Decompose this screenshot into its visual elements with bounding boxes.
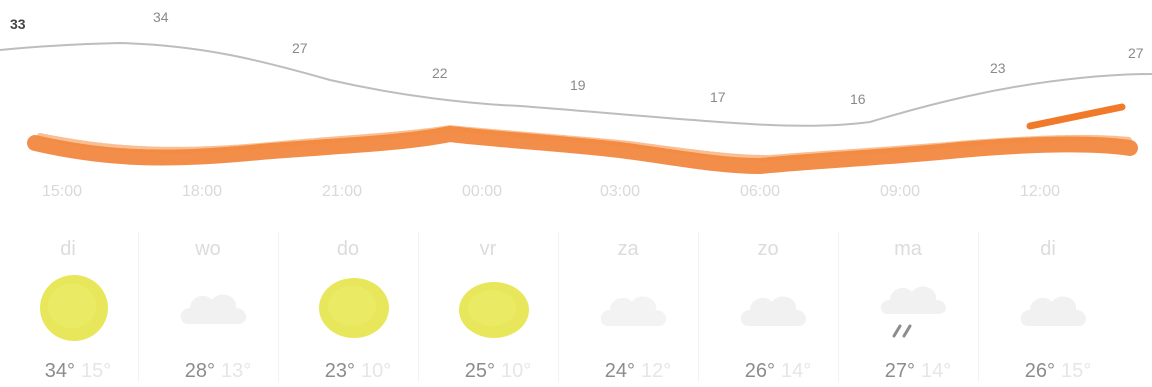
cloud-rain-icon <box>880 286 947 338</box>
cloud-icon <box>740 296 807 326</box>
day-forecast[interactable]: zo 26° 14° <box>708 232 828 387</box>
day-forecast[interactable]: di 26° 15° <box>988 232 1108 387</box>
day-max-temp: 26° <box>744 360 775 382</box>
hourly-temp-label: 23 <box>990 60 1006 76</box>
day-name: do <box>336 238 360 260</box>
day-min-temp: 12° <box>641 360 672 382</box>
sun-icon <box>459 282 529 338</box>
day-min-temp: 15° <box>1061 360 1092 382</box>
hourly-time-label: 06:00 <box>740 183 780 200</box>
day-forecast[interactable]: do 23° 10° <box>288 232 408 387</box>
hourly-temp-label: 27 <box>1128 45 1144 61</box>
daily-forecast: di 34° 15° wo 28° 13° do 23° 10° vr <box>0 232 1152 387</box>
day-min-temp: 13° <box>221 360 252 382</box>
day-name: wo <box>195 238 221 260</box>
sun-icon <box>40 275 108 341</box>
day-min-temp: 14° <box>781 360 812 382</box>
day-divider <box>278 232 279 382</box>
precipitation-band-texture <box>37 124 1133 162</box>
day-max-temp: 25° <box>464 360 495 382</box>
hourly-temp-label: 27 <box>292 40 308 56</box>
day-temperatures: 26° 15° <box>988 360 1128 383</box>
temperature-line <box>0 41 1152 127</box>
cloud-icon <box>1020 296 1087 326</box>
day-forecast[interactable]: za 24° 12° <box>568 232 688 387</box>
hourly-time-label: 12:00 <box>1020 183 1060 200</box>
day-max-temp: 26° <box>1024 360 1055 382</box>
day-min-temp: 10° <box>361 360 392 382</box>
day-divider <box>698 232 699 382</box>
hourly-time-label: 18:00 <box>182 183 222 200</box>
day-divider <box>558 232 559 382</box>
day-max-temp: 23° <box>324 360 355 382</box>
day-min-temp: 14° <box>921 360 952 382</box>
day-forecast[interactable]: di 34° 15° <box>8 232 128 387</box>
hourly-time-label: 03:00 <box>600 183 640 200</box>
day-forecast[interactable]: vr 25° 10° <box>428 232 548 387</box>
day-temperatures: 23° 10° <box>288 360 428 383</box>
hourly-temp-label: 34 <box>153 9 169 25</box>
day-name: vr <box>479 238 497 260</box>
hourly-temp-label: 19 <box>570 77 586 93</box>
hourly-time-label: 15:00 <box>42 183 82 200</box>
day-temperatures: 26° 14° <box>708 360 848 383</box>
day-temperatures: 27° 14° <box>848 360 988 383</box>
hourly-temp-label: 16 <box>850 91 866 107</box>
day-max-temp: 24° <box>604 360 635 382</box>
day-min-temp: 10° <box>501 360 532 382</box>
day-divider <box>838 232 839 382</box>
precipitation-band <box>27 125 1138 175</box>
sun-icon <box>319 278 389 338</box>
day-max-temp: 27° <box>884 360 915 382</box>
day-name: za <box>617 238 639 260</box>
cloud-icon <box>180 294 247 324</box>
hourly-time-label: 00:00 <box>462 183 502 200</box>
day-name: zo <box>757 238 779 260</box>
day-divider <box>978 232 979 382</box>
cloud-icon <box>600 296 667 326</box>
day-temperatures: 24° 12° <box>568 360 708 383</box>
day-temperatures: 25° 10° <box>428 360 568 383</box>
hourly-time-label: 21:00 <box>322 183 362 200</box>
day-temperatures: 28° 13° <box>148 360 288 383</box>
day-name: ma <box>894 238 922 260</box>
hourly-temp-label: 33 <box>10 16 26 32</box>
hourly-temp-label: 22 <box>432 65 448 81</box>
day-max-temp: 34° <box>44 360 75 382</box>
day-min-temp: 15° <box>81 360 112 382</box>
precipitation-accent-stroke <box>1026 103 1126 130</box>
day-max-temp: 28° <box>184 360 215 382</box>
day-forecast[interactable]: ma 27° 14° <box>848 232 968 387</box>
day-name: di <box>1040 238 1056 260</box>
day-divider <box>418 232 419 382</box>
hourly-temp-label: 17 <box>710 89 726 105</box>
day-temperatures: 34° 15° <box>8 360 148 383</box>
day-forecast[interactable]: wo 28° 13° <box>148 232 268 387</box>
hourly-temperature-chart: 33 34 27 22 19 17 16 23 27 15:00 18:00 2… <box>0 9 1152 200</box>
hourly-time-label: 09:00 <box>880 183 920 200</box>
day-divider <box>138 232 139 382</box>
day-name: di <box>60 238 76 260</box>
